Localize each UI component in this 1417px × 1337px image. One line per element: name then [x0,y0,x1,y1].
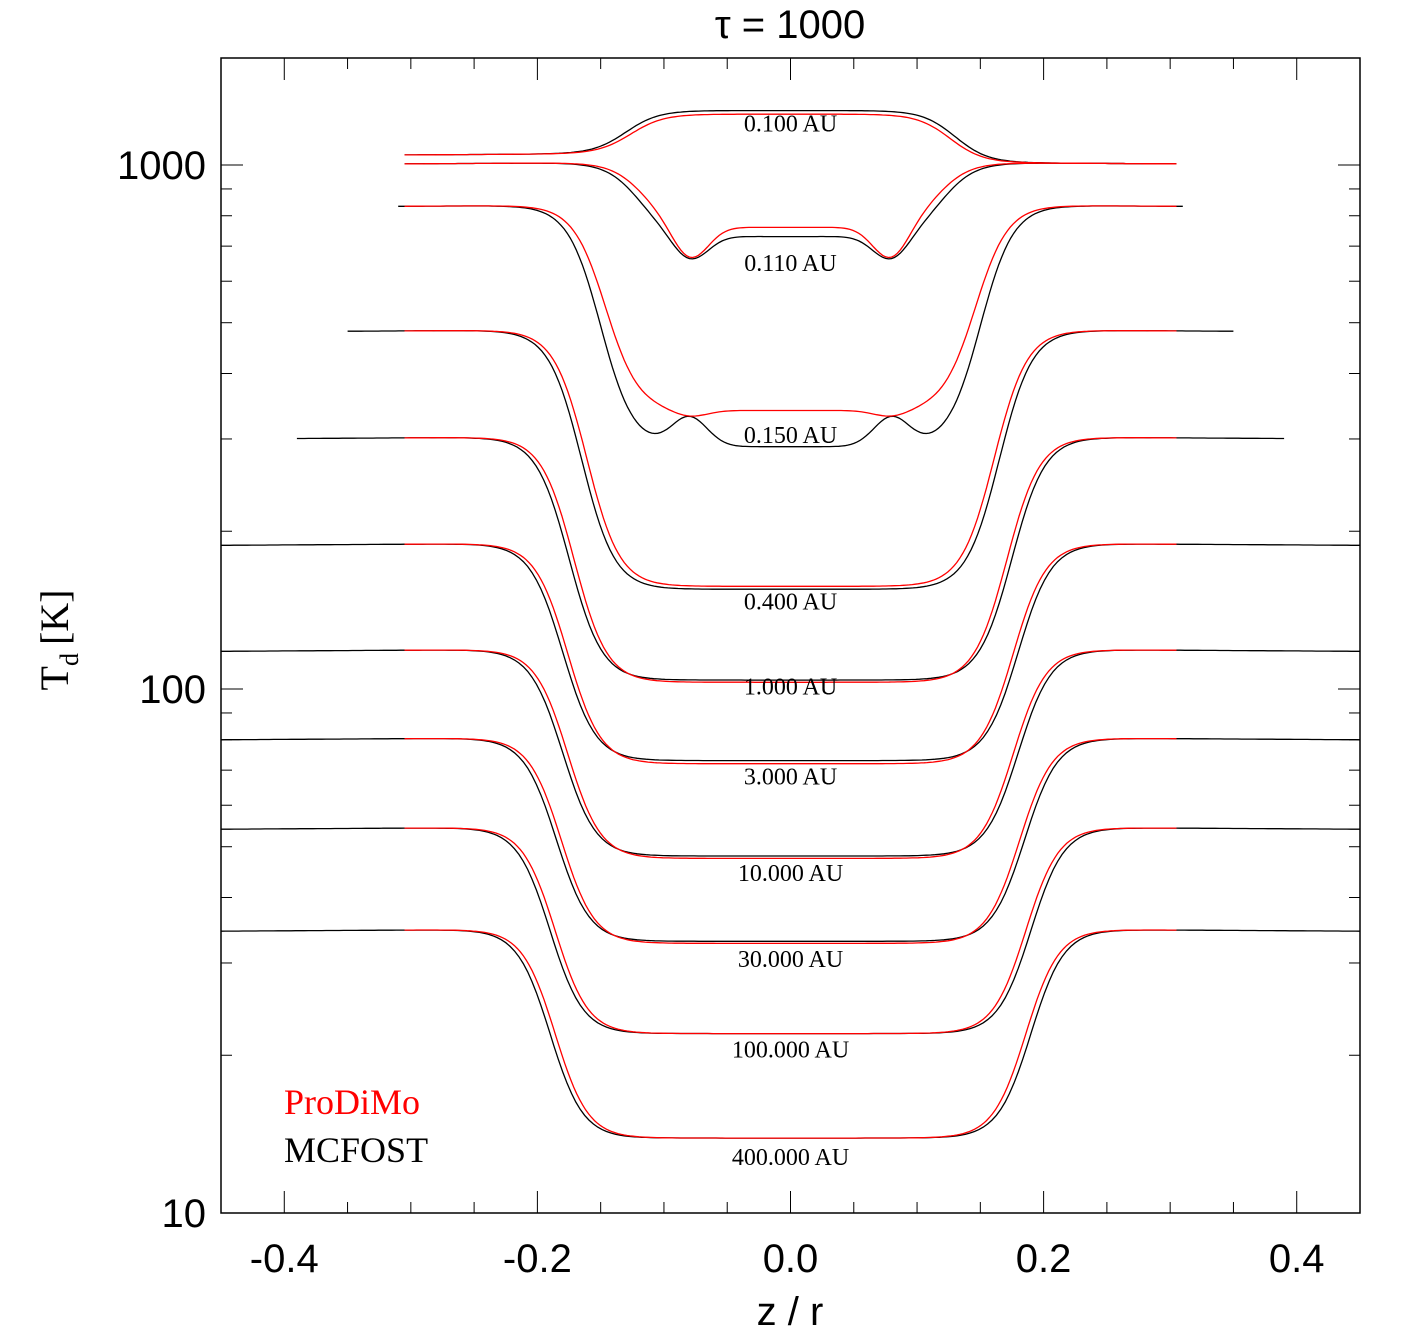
curve-label: 30.000 AU [738,947,843,973]
prodimo-curve [404,649,1177,860]
mcfost-curve [404,162,1177,260]
prodimo-curve [404,737,1177,945]
prodimo-curve [404,827,1177,1035]
x-tick-labels: -0.4 -0.2 0.0 0.2 0.4 [250,1237,1325,1281]
curve-label: 0.400 AU [744,589,837,615]
prodimo-curve [404,543,1177,765]
curve-labels: 0.100 AU 0.110 AU 0.150 AU 0.400 AU 1.000 AU… [732,111,849,1170]
mcfost-curve [221,543,1360,762]
y-tick-label: 100 [139,668,206,712]
prodimo-curve [404,437,1177,683]
chart-title: τ = 1000 [715,3,865,47]
y-axis-label-symbol: T [32,666,77,690]
y-axis-label: Td [K] [32,590,84,691]
legend-prodimo: ProDiMo [284,1082,420,1122]
prodimo-curve [404,162,1177,259]
curve-label: 10.000 AU [738,861,843,887]
prodimo-curve [404,929,1177,1139]
curve-label: 0.100 AU [744,111,837,137]
y-tick-labels: 10 100 1000 [117,144,206,1236]
x-tick-label: -0.4 [250,1237,319,1281]
mcfost-curve [347,330,1234,590]
series-prodimo [404,113,1177,1139]
prodimo-curve [404,205,1177,417]
axis-ticks [220,58,1361,1214]
curve-label: 0.150 AU [744,423,837,449]
curve-label: 1.000 AU [744,675,837,701]
y-tick-label: 10 [162,1192,207,1236]
mcfost-curve [296,437,1285,681]
legend-mcfost: MCFOST [284,1130,428,1170]
curve-label: 0.110 AU [744,251,836,277]
x-tick-label: -0.2 [503,1237,572,1281]
mcfost-curve [398,205,1183,448]
x-tick-label: 0.2 [1016,1237,1072,1281]
curve-label: 400.000 AU [732,1145,849,1171]
curve-label: 100.000 AU [732,1038,849,1064]
x-tick-label: 0.0 [763,1237,819,1281]
x-axis-label: z / r [757,1290,824,1334]
y-axis-label-subscript: d [55,653,84,666]
prodimo-curve [404,330,1177,587]
x-tick-label: 0.4 [1269,1237,1325,1281]
y-axis-label-unit: [K] [32,590,77,646]
curve-label: 3.000 AU [744,765,837,791]
y-tick-label: 1000 [117,144,206,188]
